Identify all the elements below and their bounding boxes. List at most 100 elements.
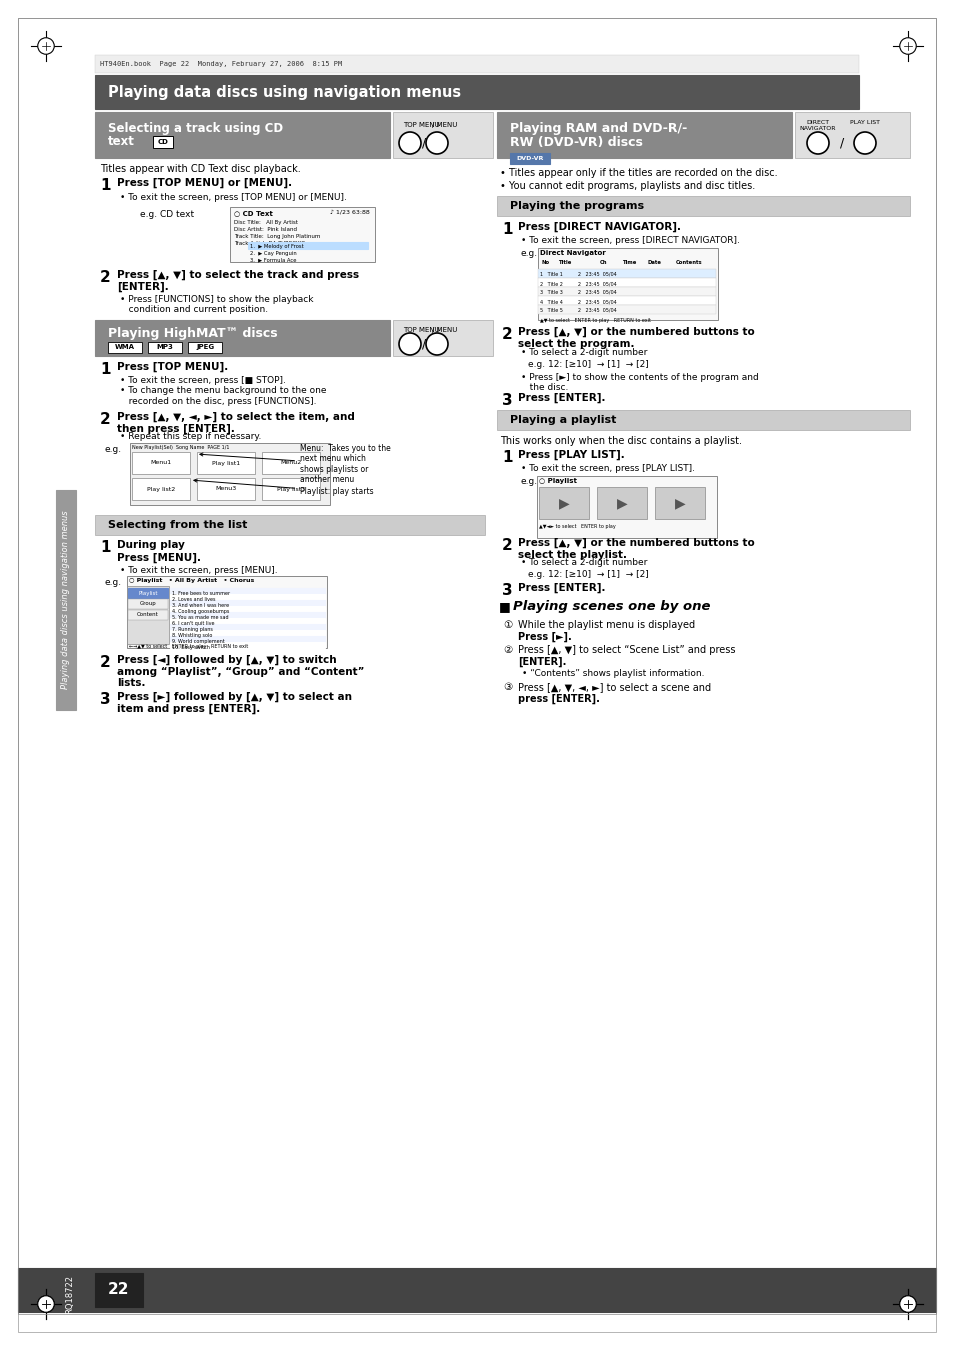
Text: Time: Time <box>621 261 636 265</box>
Text: ▶: ▶ <box>558 495 569 510</box>
FancyBboxPatch shape <box>18 18 935 1332</box>
Text: ②: ② <box>502 645 512 655</box>
FancyBboxPatch shape <box>497 196 909 216</box>
FancyBboxPatch shape <box>148 342 182 352</box>
FancyBboxPatch shape <box>128 589 168 598</box>
Text: • Press [►] to show the contents of the program and
   the disc.: • Press [►] to show the contents of the … <box>520 373 758 393</box>
Text: Press [◄] followed by [▲, ▼] to switch
among “Playlist”, “Group” and “Content”
l: Press [◄] followed by [▲, ▼] to switch a… <box>117 655 364 688</box>
Text: • Titles appear only if the titles are recorded on the disc.: • Titles appear only if the titles are r… <box>499 167 777 178</box>
Text: • To exit the screen, press [MENU].: • To exit the screen, press [MENU]. <box>120 566 277 575</box>
Text: 2: 2 <box>100 270 111 285</box>
Text: No: No <box>541 261 550 265</box>
Text: • To select a 2-digit number: • To select a 2-digit number <box>520 558 647 567</box>
Text: Menu3: Menu3 <box>215 486 236 491</box>
Text: 2: 2 <box>100 412 111 427</box>
Text: TOP MENU: TOP MENU <box>402 122 439 128</box>
FancyBboxPatch shape <box>95 514 484 535</box>
Text: 1.  ▶ Melody of Frost: 1. ▶ Melody of Frost <box>250 244 303 248</box>
FancyBboxPatch shape <box>170 624 325 630</box>
Text: /: / <box>839 136 843 150</box>
Text: 4   Title 4          2   23:45  05/04: 4 Title 4 2 23:45 05/04 <box>539 298 616 304</box>
Text: / MENU: / MENU <box>432 327 456 333</box>
FancyBboxPatch shape <box>170 599 325 606</box>
Text: • Press [FUNCTIONS] to show the playback
   condition and current position.: • Press [FUNCTIONS] to show the playback… <box>120 296 314 315</box>
Text: Menu1: Menu1 <box>151 460 172 466</box>
FancyBboxPatch shape <box>597 487 646 518</box>
Text: TOP MENU: TOP MENU <box>402 327 439 333</box>
Text: 3: 3 <box>501 583 512 598</box>
Text: WMA: WMA <box>115 344 135 350</box>
Text: 1. Free bees to summer: 1. Free bees to summer <box>172 591 230 595</box>
Circle shape <box>38 1296 54 1312</box>
FancyBboxPatch shape <box>170 636 325 643</box>
Text: RQ18722: RQ18722 <box>66 1276 74 1315</box>
Text: 7. Running plans: 7. Running plans <box>172 626 213 632</box>
Text: Menu2: Menu2 <box>280 460 301 466</box>
FancyBboxPatch shape <box>393 112 493 158</box>
FancyBboxPatch shape <box>510 153 550 163</box>
Text: Playlist: play starts: Playlist: play starts <box>193 479 374 495</box>
Text: Disc Title:   All By Artist
Disc Artist:  Pink Island
Track Title:  Long John Pl: Disc Title: All By Artist Disc Artist: P… <box>233 220 320 246</box>
Text: DIRECT
NAVIGATOR: DIRECT NAVIGATOR <box>799 120 836 131</box>
Text: Press [PLAY LIST].: Press [PLAY LIST]. <box>517 450 624 460</box>
FancyBboxPatch shape <box>537 248 718 320</box>
Text: ▲▼◄► to select   ENTER to play: ▲▼◄► to select ENTER to play <box>538 524 615 529</box>
Text: ▶: ▶ <box>616 495 627 510</box>
Text: e.g.: e.g. <box>105 578 122 587</box>
FancyBboxPatch shape <box>95 55 858 73</box>
Text: e.g. 12: [≥10]  → [1]  → [2]: e.g. 12: [≥10] → [1] → [2] <box>527 360 648 369</box>
FancyBboxPatch shape <box>497 410 909 431</box>
Text: ○ CD Text: ○ CD Text <box>233 211 273 216</box>
FancyBboxPatch shape <box>132 478 190 500</box>
FancyBboxPatch shape <box>170 594 325 599</box>
FancyBboxPatch shape <box>95 76 858 109</box>
FancyBboxPatch shape <box>794 112 909 158</box>
Circle shape <box>899 1296 915 1312</box>
Text: 2: 2 <box>501 539 512 553</box>
Text: Press [▲, ▼, ◄, ►] to select the item, and
then press [ENTER].: Press [▲, ▼, ◄, ►] to select the item, a… <box>117 412 355 435</box>
Circle shape <box>398 132 420 154</box>
FancyBboxPatch shape <box>130 443 330 505</box>
FancyBboxPatch shape <box>655 487 704 518</box>
Text: Press [▲, ▼] or the numbered buttons to
select the playlist.: Press [▲, ▼] or the numbered buttons to … <box>517 539 754 560</box>
Text: / MENU: / MENU <box>432 122 456 128</box>
FancyBboxPatch shape <box>262 452 319 474</box>
Circle shape <box>899 1296 915 1312</box>
Text: 3   Title 3          2   23:45  05/04: 3 Title 3 2 23:45 05/04 <box>539 290 616 296</box>
Text: /: / <box>421 136 426 150</box>
FancyBboxPatch shape <box>196 478 254 500</box>
Text: Titles appear with CD Text disc playback.: Titles appear with CD Text disc playback… <box>100 163 300 174</box>
Text: 2. Loves and lives: 2. Loves and lives <box>172 597 215 602</box>
FancyBboxPatch shape <box>56 490 76 710</box>
Circle shape <box>853 132 875 154</box>
FancyBboxPatch shape <box>132 452 190 474</box>
Text: ■: ■ <box>498 599 510 613</box>
FancyBboxPatch shape <box>393 320 493 356</box>
FancyBboxPatch shape <box>170 643 325 648</box>
Text: e.g.: e.g. <box>520 248 537 258</box>
Text: 2.  ▶ Cay Penguin: 2. ▶ Cay Penguin <box>250 251 296 256</box>
Text: Selecting from the list: Selecting from the list <box>108 520 247 531</box>
Text: 5   Title 5          2   23:45  05/04: 5 Title 5 2 23:45 05/04 <box>539 308 616 313</box>
FancyBboxPatch shape <box>170 589 325 594</box>
Text: Press [►] followed by [▲, ▼] to select an
item and press [ENTER].: Press [►] followed by [▲, ▼] to select a… <box>117 693 352 714</box>
FancyBboxPatch shape <box>95 112 390 158</box>
Text: Play list3: Play list3 <box>276 486 305 491</box>
FancyBboxPatch shape <box>538 487 588 518</box>
Text: Selecting a track using CD: Selecting a track using CD <box>108 122 283 135</box>
Text: /: / <box>421 338 426 351</box>
Text: Play list1: Play list1 <box>212 460 240 466</box>
FancyBboxPatch shape <box>152 136 172 148</box>
Text: Title: Title <box>558 261 571 265</box>
Text: Group: Group <box>139 602 156 606</box>
FancyBboxPatch shape <box>248 242 368 248</box>
Text: • To exit the screen, press [PLAY LIST].: • To exit the screen, press [PLAY LIST]. <box>520 464 695 472</box>
Text: HT940En.book  Page 22  Monday, February 27, 2006  8:15 PM: HT940En.book Page 22 Monday, February 27… <box>100 61 342 68</box>
Text: Playing data discs using navigation menus: Playing data discs using navigation menu… <box>108 85 460 100</box>
Text: 1   Title 1          2   23:45  05/04: 1 Title 1 2 23:45 05/04 <box>539 271 616 277</box>
Text: Playing HighMAT™ discs: Playing HighMAT™ discs <box>108 327 277 340</box>
Text: Press [MENU].: Press [MENU]. <box>117 554 201 563</box>
FancyBboxPatch shape <box>128 599 168 609</box>
Text: [ENTER].: [ENTER]. <box>517 657 566 667</box>
Text: JPEG: JPEG <box>195 344 213 350</box>
